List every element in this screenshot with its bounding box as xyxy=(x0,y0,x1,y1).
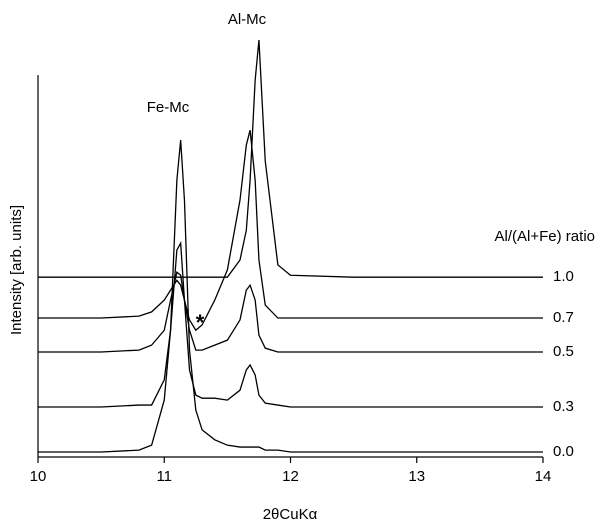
x-tick-label: 10 xyxy=(30,468,47,485)
y-axis-label: Intensity [arb. units] xyxy=(8,205,25,335)
series-line xyxy=(38,140,543,453)
series-line xyxy=(38,240,543,408)
series-label: 1.0 xyxy=(553,268,574,285)
annotation: Al-Mc xyxy=(228,11,267,28)
series-label: 0.0 xyxy=(553,443,574,460)
x-axis-label: 2θCuKα xyxy=(263,506,318,523)
annotation: Fe-Mc xyxy=(147,99,190,116)
x-tick-label: 12 xyxy=(282,468,299,485)
x-tick-label: 13 xyxy=(408,468,425,485)
x-tick-label: 14 xyxy=(535,468,552,485)
series-line xyxy=(38,271,543,353)
legend-title: Al/(Al+Fe) ratio xyxy=(495,228,595,245)
series-line xyxy=(38,130,543,332)
series-line xyxy=(38,39,543,278)
annotation: * xyxy=(196,310,205,335)
series-label: 0.7 xyxy=(553,309,574,326)
x-tick-label: 11 xyxy=(156,468,172,485)
series-label: 0.3 xyxy=(553,398,574,415)
series-label: 0.5 xyxy=(553,343,574,360)
